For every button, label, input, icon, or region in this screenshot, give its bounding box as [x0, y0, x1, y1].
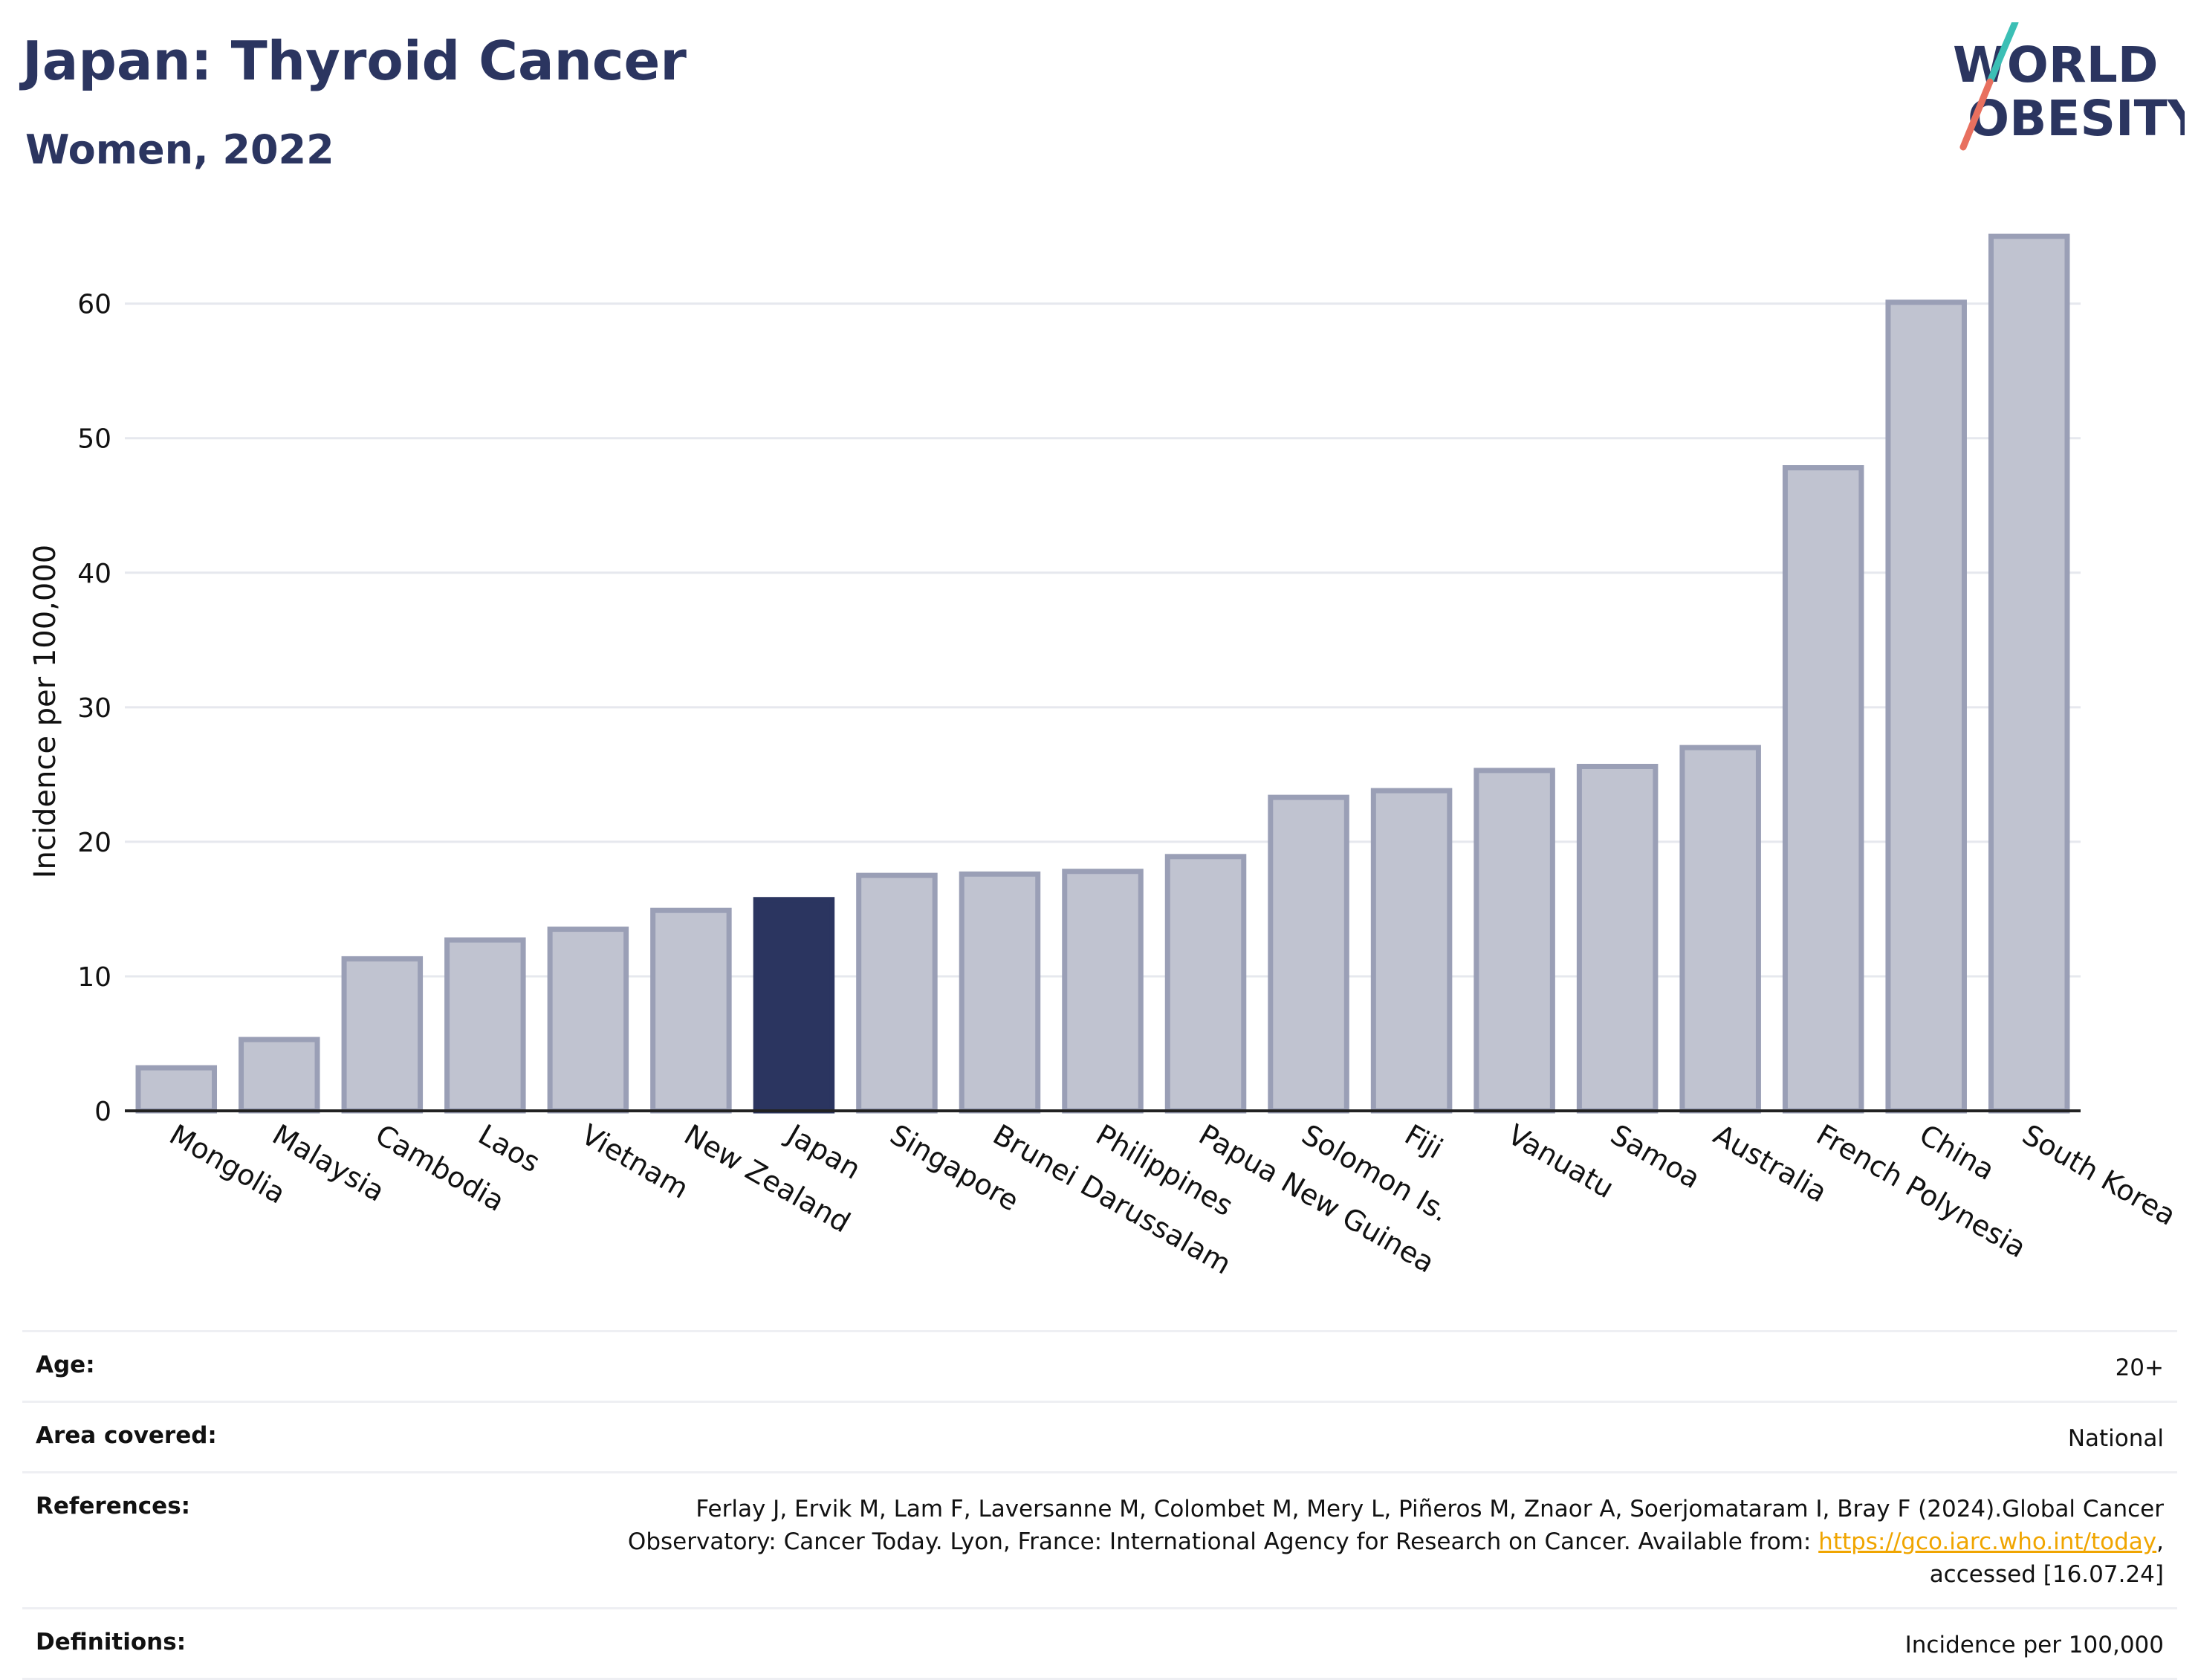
x-tick-label: Vietnam	[576, 1118, 694, 1205]
bar-china	[1885, 299, 1967, 1114]
references-line-2-text: Observatory: Cancer Today. Lyon, France:…	[627, 1528, 1819, 1555]
references-link[interactable]: https://gco.iarc.who.int/today	[1818, 1528, 2157, 1555]
references-value: Ferlay J, Ervik M, Lam F, Laversanne M, …	[36, 1493, 2164, 1591]
bar-mongolia	[135, 1065, 218, 1114]
x-tick-label: Australia	[1708, 1118, 1833, 1209]
bar-vietnam	[547, 927, 629, 1114]
logo-slash-top	[1986, 22, 2019, 85]
y-tick-label: 30	[77, 693, 111, 724]
bar-philippines	[1062, 869, 1144, 1114]
bar-cambodia	[341, 956, 424, 1114]
x-tick-label: Malaysia	[267, 1118, 390, 1208]
meta-row-age: Age: 20+	[22, 1330, 2177, 1401]
references-line-2-end: ,	[2156, 1528, 2164, 1555]
page-title: Japan: Thyroid Cancer	[22, 30, 687, 92]
definitions-value: Incidence per 100,000	[1904, 1632, 2164, 1658]
y-tick-label: 0	[94, 1097, 111, 1127]
bar-papua-new-guinea	[1164, 854, 1247, 1114]
y-tick-label: 10	[77, 962, 111, 993]
world-obesity-logo: WORLD OBESITY	[1953, 22, 2185, 151]
y-axis-label: Incidence per 100,000	[28, 545, 62, 879]
x-tick-label: Laos	[473, 1118, 545, 1179]
bar-brunei-darussalam	[959, 871, 1041, 1114]
bar-samoa	[1576, 763, 1659, 1114]
page-subtitle: Women, 2022	[25, 126, 334, 173]
references-line-2: Observatory: Cancer Today. Lyon, France:…	[556, 1525, 2164, 1558]
meta-row-area: Area covered: National	[22, 1401, 2177, 1471]
bar-french-polynesia	[1782, 465, 1864, 1114]
bar-south-korea	[1988, 233, 2070, 1114]
bar-laos	[444, 937, 526, 1114]
bar-australia	[1679, 745, 1761, 1114]
bar-japan	[753, 897, 835, 1114]
area-label: Area covered:	[36, 1422, 217, 1449]
bar-solomon-is-	[1268, 794, 1349, 1114]
meta-row-references: References: Ferlay J, Ervik M, Lam F, La…	[22, 1471, 2177, 1607]
age-label: Age:	[36, 1352, 95, 1378]
bar-malaysia	[239, 1037, 320, 1114]
definitions-label: Definitions:	[36, 1629, 187, 1655]
x-tick-label: Vanuatu	[1502, 1118, 1620, 1204]
area-value: National	[2067, 1425, 2164, 1452]
y-tick-label: 60	[77, 290, 111, 320]
x-tick-label: South Korea	[2017, 1118, 2181, 1232]
meta-row-definitions: Definitions: Incidence per 100,000	[22, 1607, 2177, 1680]
x-tick-label: Fiji	[1399, 1118, 1448, 1165]
references-line-1: Ferlay J, Ervik M, Lam F, Laversanne M, …	[696, 1496, 2164, 1522]
bar-new-zealand	[650, 907, 732, 1114]
references-line-3: accessed [16.07.24]	[1929, 1561, 2164, 1588]
y-tick-label: 20	[77, 828, 111, 858]
x-tick-label: Samoa	[1605, 1118, 1705, 1196]
logo-line-2: OBESITY	[1968, 90, 2185, 147]
age-value: 20+	[2115, 1355, 2164, 1381]
bar-chart: 0 10 20 30 40 50 60 Incidence per 100,000 Mongol…	[28, 233, 2182, 1281]
bar-singapore	[856, 872, 938, 1114]
bar-fiji	[1370, 788, 1453, 1114]
bar-vanuatu	[1474, 768, 1555, 1114]
metadata-table: Age: 20+ Area covered: National Referenc…	[22, 1330, 2177, 1680]
y-tick-label: 40	[77, 559, 111, 589]
references-label: References:	[36, 1493, 191, 1520]
x-tick-label: Mongolia	[164, 1118, 291, 1210]
y-tick-label: 50	[77, 424, 111, 455]
logo-slash-bottom	[1959, 78, 1994, 151]
